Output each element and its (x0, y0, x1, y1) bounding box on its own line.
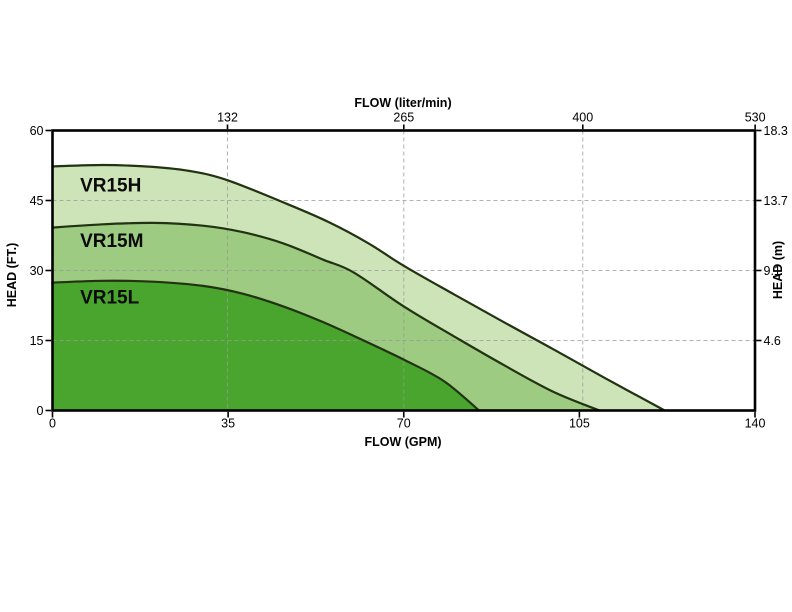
tick-label-flow-gpm: 35 (221, 417, 235, 431)
tick-label-flow-lpm: 265 (393, 111, 414, 125)
tick-label-head-m: 4.6 (764, 334, 781, 348)
flow-gpm-axis-title: FLOW (GPM) (364, 435, 441, 449)
plot-border (51, 129, 757, 412)
series-label-vr15h: VR15H (80, 176, 141, 197)
area-vr15l (52, 280, 479, 411)
tick-label-head-m: 18.3 (764, 124, 788, 138)
tick-label-head-ft: 0 (37, 404, 44, 418)
tick-label-flow-gpm: 105 (569, 417, 590, 431)
area-fills-layer (52, 165, 665, 411)
tick-label-head-ft: 60 (30, 124, 44, 138)
tick-label-flow-gpm: 70 (397, 417, 411, 431)
tick-label-flow-lpm: 400 (572, 111, 593, 125)
tick-marks-layer (45, 124, 762, 418)
tick-labels-layer: 0 15 30 45 60 0 35 70 105 140 132 265 400 530 4.6 9.1 13… (30, 111, 788, 431)
curve-vr15h (51, 163, 666, 412)
tick-label-head-m: 13.7 (764, 194, 788, 208)
tick-label-head-ft: 30 (30, 264, 44, 278)
tick-label-head-m: 9.1 (764, 264, 781, 278)
curves-layer (51, 163, 666, 412)
curve-vr15m (51, 221, 601, 412)
tick-label-head-ft: 15 (30, 334, 44, 348)
series-label-vr15l: VR15L (80, 288, 140, 309)
curve-vr15l (51, 279, 481, 412)
head-ft-axis-title: HEAD (FT.) (5, 243, 19, 308)
series-labels-layer: VR15H VR15M VR15L (80, 176, 143, 309)
tick-label-flow-lpm: 132 (217, 111, 238, 125)
plot-frame-layer (51, 129, 757, 412)
tick-label-head-ft: 45 (30, 194, 44, 208)
tick-label-flow-gpm: 140 (745, 417, 766, 431)
head-m-axis-title: HEAD (m) (771, 241, 785, 299)
tick-label-flow-gpm: 0 (49, 417, 56, 431)
flow-lpm-axis-title: FLOW (liter/min) (354, 96, 451, 110)
gridlines-layer (52, 130, 755, 411)
series-label-vr15m: VR15M (80, 231, 143, 252)
tick-label-flow-lpm: 530 (745, 111, 766, 125)
